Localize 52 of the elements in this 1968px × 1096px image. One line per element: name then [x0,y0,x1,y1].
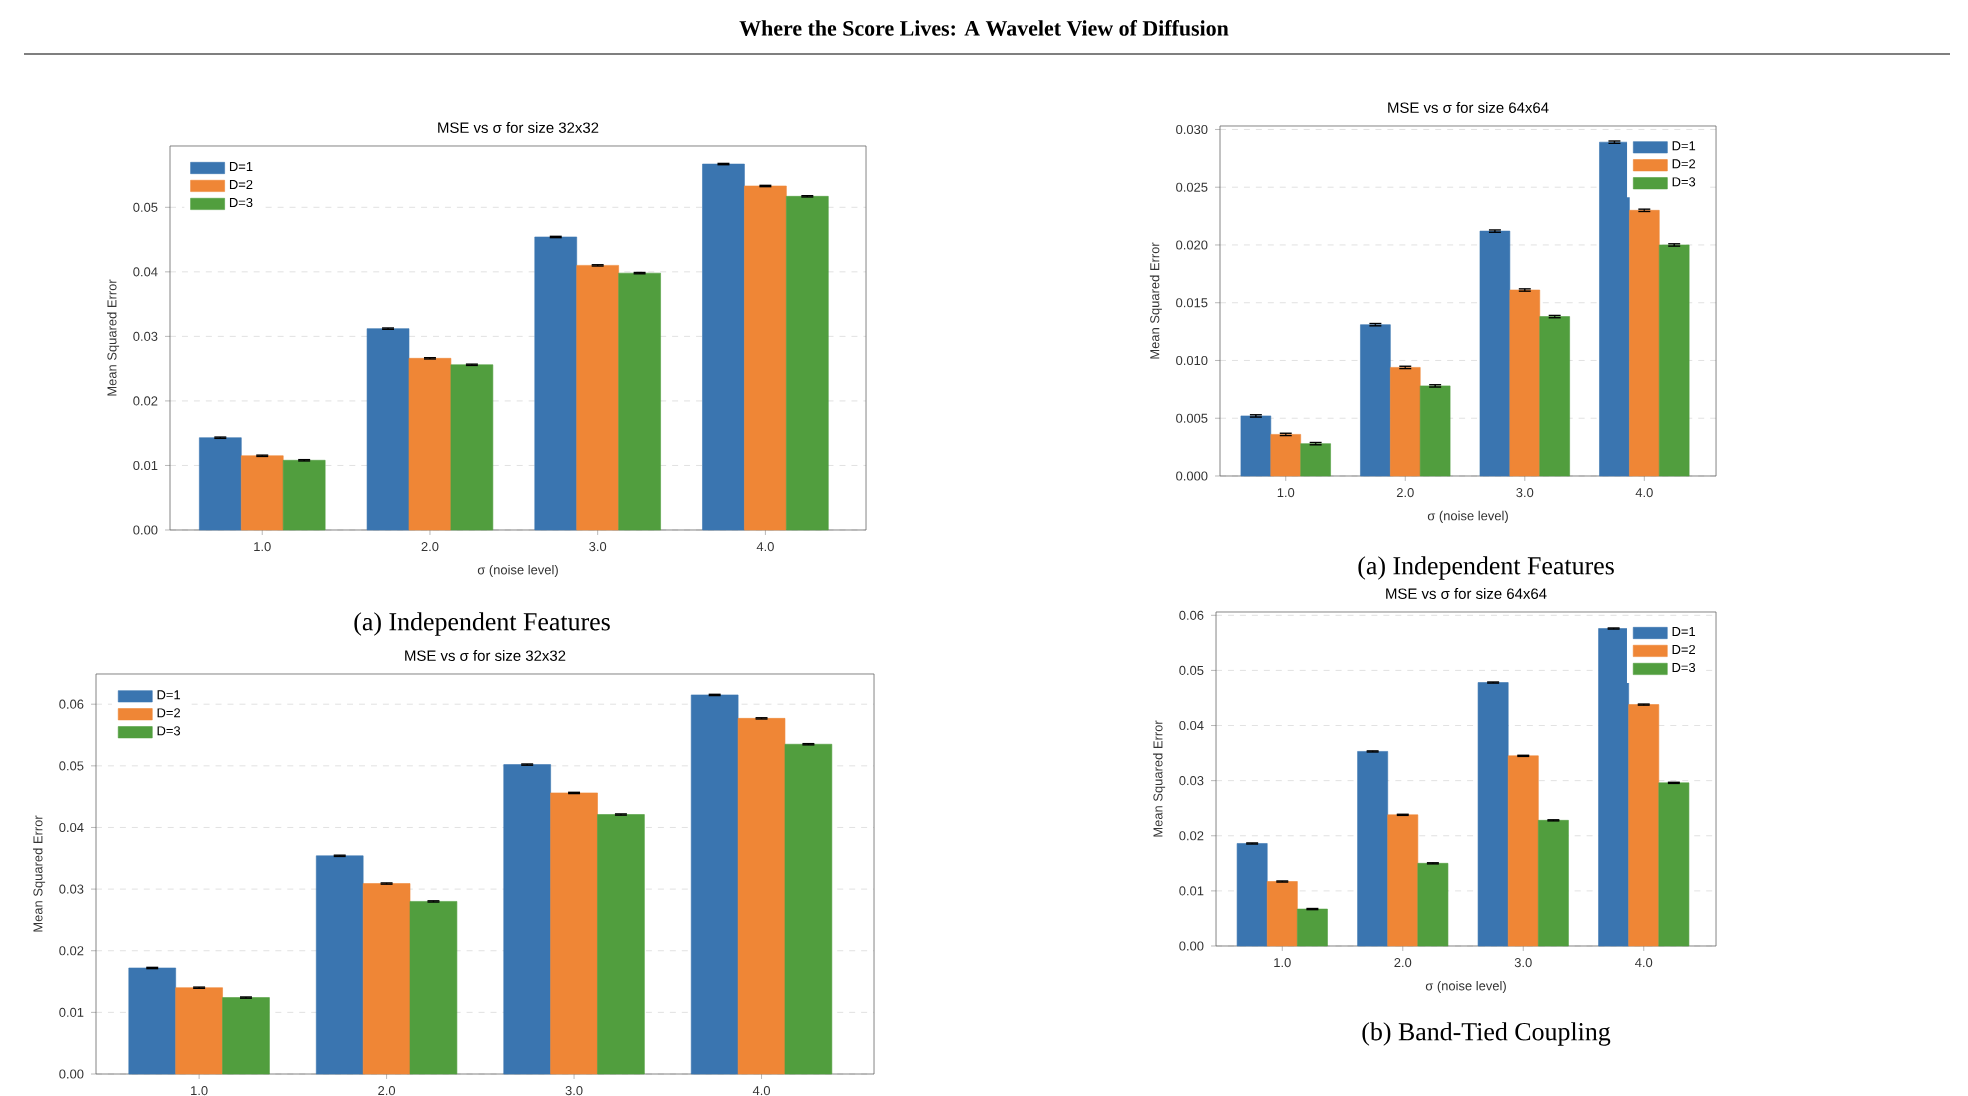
bar [786,196,829,531]
bar [550,792,598,1075]
bar [362,883,411,1075]
bar [1300,443,1331,477]
bar [1357,751,1388,947]
bar [1538,820,1569,947]
bar [1658,782,1690,947]
bar [1419,385,1451,477]
bar [784,743,833,1075]
bar [408,358,452,531]
bar [222,997,270,1075]
bar [1266,881,1298,947]
bar [503,764,551,1075]
bar [1477,682,1509,947]
bar [597,814,645,1075]
bar [1507,755,1539,947]
bar [1270,434,1301,477]
bar [409,901,458,1075]
text: (b) Band-Tied Coupling [1362,1022,1611,1046]
bar [315,855,364,1075]
bar [744,185,787,531]
bar [1390,367,1421,477]
text: (a) Independent Features [354,612,610,636]
bar [1479,230,1511,477]
bar [1629,210,1660,477]
bar [366,328,410,531]
text: Where the Score Lives: A Wavelet View of Diffusion [739,20,1229,36]
bar [199,437,242,531]
bar [702,163,745,531]
bar [1598,628,1629,947]
bar [240,455,284,531]
bar [128,967,176,1075]
bar [450,364,494,531]
bar [1387,814,1419,947]
bar [1297,908,1328,947]
bar [1360,324,1391,477]
bar [1417,863,1449,947]
bar [690,694,739,1075]
bar [175,987,223,1075]
bar [1509,289,1541,477]
bar [534,236,578,531]
bar [618,272,661,531]
bar [1236,843,1268,947]
bar [1240,415,1272,477]
bar [282,459,326,531]
text: (a) Independent Features [1358,556,1614,580]
bar [737,718,786,1075]
bar [576,265,619,531]
bar [1658,244,1690,477]
bar [1599,141,1630,477]
bar [1539,316,1570,477]
bar [1628,704,1660,947]
